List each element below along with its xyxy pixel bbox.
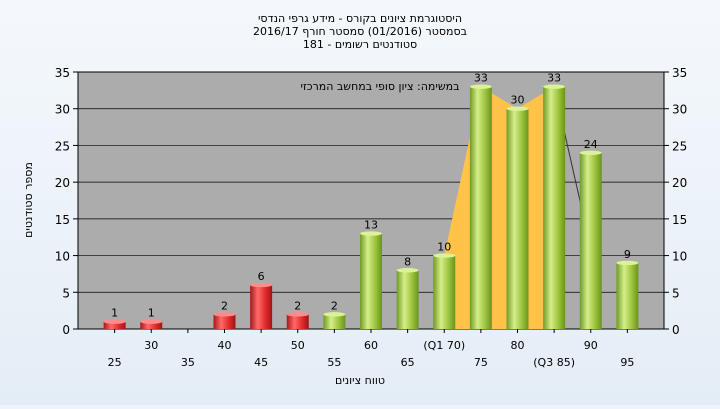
chart-title-line-3: סטודנטים רשומים - 181 bbox=[303, 38, 417, 51]
y-tick-label-right: 10 bbox=[672, 250, 687, 264]
y-tick-label-right: 20 bbox=[672, 176, 687, 190]
y-axis-right: 0 5 10 15 20 25 30 35 bbox=[664, 66, 687, 337]
x-tick-label: 50 bbox=[291, 339, 305, 352]
y-tick-label-right: 35 bbox=[672, 66, 687, 80]
bar-85 bbox=[543, 86, 566, 329]
x-tick-label: 75 bbox=[474, 356, 488, 369]
bar-value-label-45: 6 bbox=[258, 270, 265, 283]
bar-value-label-80: 30 bbox=[511, 94, 525, 107]
y-tick-label-right: 5 bbox=[672, 286, 680, 300]
bar-45 bbox=[250, 284, 273, 329]
x-tick-label: 90 bbox=[584, 339, 598, 352]
plot-annotation: במשימה: ציון סופי במחשב המרכזי bbox=[300, 80, 459, 93]
x-axis-title: טווח ציונים bbox=[335, 374, 385, 387]
bar-30 bbox=[140, 321, 163, 329]
bar-value-label-70: 10 bbox=[437, 241, 451, 254]
bar-95 bbox=[616, 262, 639, 329]
bar-55 bbox=[323, 314, 346, 329]
bar-60 bbox=[360, 233, 382, 329]
bar-top-cap bbox=[543, 84, 566, 89]
gridlines bbox=[78, 108, 664, 293]
bar-65 bbox=[396, 270, 419, 329]
y-tick-label-left: 5 bbox=[62, 286, 70, 300]
bar-top-cap bbox=[469, 84, 492, 89]
bar-top-cap bbox=[323, 312, 346, 317]
bar-90 bbox=[579, 152, 602, 329]
chart-title-line-2: בסמסטר (01/2016) סמסטר חורף 2016/17 bbox=[253, 25, 467, 38]
x-tick-label: 60 bbox=[364, 339, 378, 352]
data-labels-layer: 1 1 2 6 2 2 13 8 10 33 30 33 24 9 bbox=[111, 72, 631, 320]
x-tick-label: 30 bbox=[144, 339, 158, 352]
x-tick-label: 80 bbox=[511, 339, 525, 352]
bar-value-label-75: 33 bbox=[474, 72, 488, 85]
x-tick-label: 25 bbox=[108, 356, 122, 369]
bar-75 bbox=[469, 86, 492, 329]
y-tick-label-left: 35 bbox=[55, 66, 70, 80]
bar-25 bbox=[103, 321, 126, 329]
chart-title-line-1: היסטוגרמת ציונים בקורס - מידע גרפי הנדסי bbox=[258, 12, 462, 25]
bar-value-label-25: 1 bbox=[111, 307, 118, 320]
bar-value-label-95: 9 bbox=[624, 248, 631, 261]
x-tick-label: 95 bbox=[620, 356, 634, 369]
bar-top-cap bbox=[579, 150, 602, 155]
x-tick-label: 45 bbox=[254, 356, 268, 369]
x-tick-label: 55 bbox=[327, 356, 341, 369]
x-axis: 25 30 35 40 45 50 55 60 65 (Q1 70) 75 80 (Q3 85) 90 95 bbox=[108, 329, 634, 369]
bar-50 bbox=[286, 314, 309, 329]
x-tick-label: 35 bbox=[181, 356, 195, 369]
bar-value-label-50: 2 bbox=[294, 299, 301, 312]
bar-top-cap bbox=[213, 312, 236, 317]
y-tick-label-left: 10 bbox=[55, 250, 70, 264]
bar-70 bbox=[433, 255, 456, 329]
bar-value-label-65: 8 bbox=[404, 255, 411, 268]
bar-value-label-90: 24 bbox=[584, 138, 598, 151]
y-tick-label-left: 25 bbox=[55, 139, 70, 153]
bar-top-cap bbox=[286, 312, 309, 317]
y-tick-label-right: 0 bbox=[672, 323, 680, 337]
bar-top-cap bbox=[140, 319, 163, 324]
y-axis-left: 0 5 10 15 20 25 30 35 bbox=[55, 66, 78, 337]
x-tick-label: 65 bbox=[401, 356, 415, 369]
bar-top-cap bbox=[360, 231, 382, 236]
y-tick-label-right: 15 bbox=[672, 213, 687, 227]
y-tick-label-left: 20 bbox=[55, 176, 70, 190]
bar-top-cap bbox=[103, 319, 126, 324]
bar-top-cap bbox=[433, 253, 456, 258]
x-tick-label: (Q3 85) bbox=[533, 356, 575, 369]
y-tick-label-left: 0 bbox=[62, 323, 70, 337]
x-tick-label: (Q1 70) bbox=[423, 339, 465, 352]
bar-top-cap bbox=[396, 268, 419, 273]
bar-value-label-40: 2 bbox=[221, 299, 228, 312]
bar-top-cap bbox=[506, 106, 529, 111]
bar-value-label-60: 13 bbox=[364, 219, 378, 232]
bar-top-cap bbox=[616, 260, 639, 266]
bar-value-label-30: 1 bbox=[148, 307, 155, 320]
bar-value-label-55: 2 bbox=[331, 299, 338, 312]
y-tick-label-right: 30 bbox=[672, 103, 687, 117]
y-tick-label-left: 15 bbox=[55, 213, 70, 227]
bar-top-cap bbox=[250, 282, 273, 288]
x-tick-label: 40 bbox=[218, 339, 232, 352]
y-axis-title: מספר סטודנטים bbox=[22, 162, 35, 238]
bar-80 bbox=[506, 108, 529, 329]
y-tick-label-left: 30 bbox=[55, 103, 70, 117]
bars-layer bbox=[103, 84, 639, 329]
bar-40 bbox=[213, 314, 236, 329]
bar-value-label-85: 33 bbox=[547, 72, 561, 85]
y-tick-label-right: 25 bbox=[672, 139, 687, 153]
